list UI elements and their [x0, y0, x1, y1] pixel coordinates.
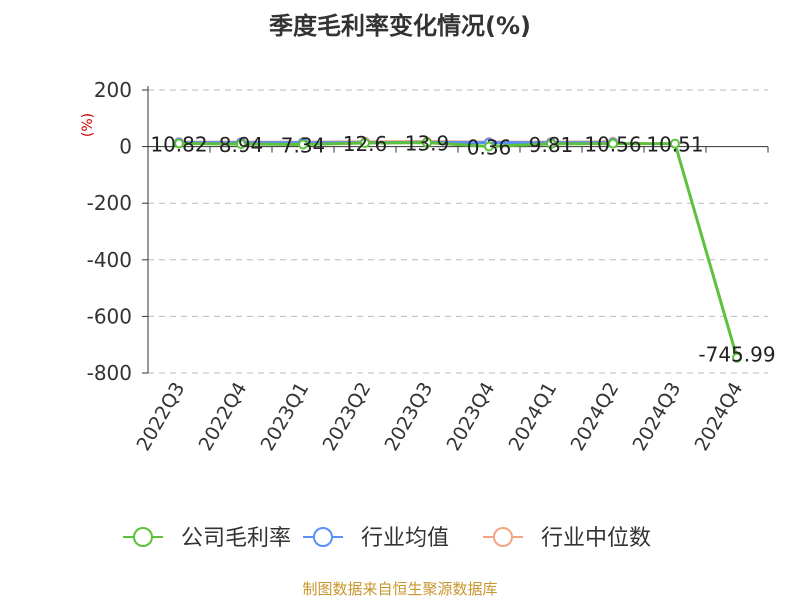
series-point-0 [174, 138, 184, 149]
chart-title: 季度毛利率变化情况(%) [269, 12, 531, 40]
legend-marker [313, 527, 333, 547]
series-point-0 [732, 352, 742, 363]
y-tick-label: 200 [94, 78, 132, 102]
y-tick-label: -800 [87, 361, 132, 385]
x-tick-label: 2023Q4 [443, 379, 500, 455]
x-tick-label: 2024Q3 [629, 379, 686, 455]
legend-label: 行业中位数 [541, 526, 651, 551]
legend-label: 行业均值 [361, 526, 449, 551]
data-label: 0.36 [467, 135, 512, 159]
x-tick-label: 2023Q3 [381, 379, 438, 455]
data-label: 7.34 [281, 134, 326, 158]
series-point-0 [608, 138, 618, 149]
x-tick-label: 2022Q4 [195, 379, 252, 455]
x-tick-label: 2022Q3 [133, 379, 190, 455]
series-point-0 [670, 138, 680, 149]
series-point-0 [484, 141, 494, 152]
series-point-0 [236, 139, 246, 150]
x-tick-label: 2023Q2 [319, 379, 376, 455]
data-label: 8.94 [219, 133, 264, 157]
y-axis-label: (%) [80, 113, 96, 137]
series-point-0 [546, 138, 556, 149]
y-tick-label: 0 [119, 135, 132, 159]
data-label: 13.9 [405, 132, 450, 156]
data-label: -745.99 [698, 343, 775, 367]
legend-marker [133, 527, 153, 547]
legend-marker [493, 527, 513, 547]
data-label: 12.6 [343, 132, 388, 156]
legend-label: 公司毛利率 [181, 526, 291, 551]
data-label: 9.81 [529, 133, 574, 157]
x-tick-label: 2024Q2 [567, 379, 624, 455]
data-label: 10.56 [584, 133, 641, 157]
series-point-0 [298, 139, 308, 150]
series-point-0 [360, 138, 370, 149]
data-label: 10.51 [646, 133, 703, 157]
y-tick-label: -200 [87, 191, 132, 215]
y-tick-label: -600 [87, 304, 132, 328]
source-note: 制图数据来自恒生聚源数据库 [302, 580, 498, 598]
y-tick-label: -400 [87, 248, 132, 272]
series-line-0 [178, 141, 739, 359]
x-tick-label: 2023Q1 [257, 379, 314, 455]
x-tick-label: 2024Q4 [691, 379, 748, 455]
series-point-0 [422, 137, 432, 148]
data-label: 10.82 [150, 133, 207, 157]
x-tick-label: 2024Q1 [505, 379, 562, 455]
